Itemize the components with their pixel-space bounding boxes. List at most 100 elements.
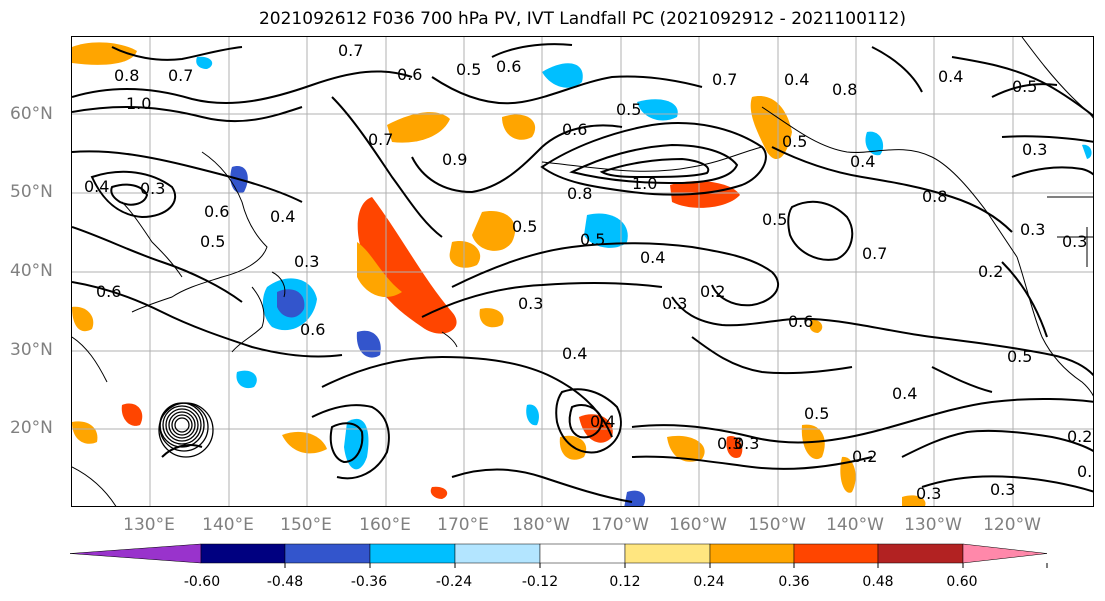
lat-label-60n: 60°N — [10, 104, 53, 124]
lon-label-140e: 140°E — [202, 515, 254, 535]
shade-patch — [472, 211, 516, 251]
shade-patch — [357, 242, 402, 297]
shade-patch — [809, 319, 823, 333]
colorbar-segment — [962, 543, 1048, 564]
colorbar-segment — [284, 543, 371, 564]
lat-label-30n: 30°N — [10, 340, 53, 360]
coastlines — [72, 37, 1093, 506]
shade-patch — [502, 114, 536, 140]
lon-label-150e: 150°E — [280, 515, 332, 535]
colorbar-segment — [200, 543, 286, 564]
contour-label: 0.8 — [832, 80, 857, 99]
colorbar-label: 0.12 — [609, 574, 641, 590]
shade-patch — [282, 431, 327, 454]
shade-patch — [865, 131, 884, 156]
colorbar-label: -0.36 — [350, 574, 388, 590]
shade-patch — [624, 490, 646, 506]
contour-label: 0.6 — [496, 57, 521, 76]
cyclone-rings — [158, 402, 214, 458]
shade-patch — [750, 96, 792, 160]
shade-patch — [430, 486, 448, 499]
map-panel: 0.7 0.7 0.8 1.0 0.6 0.5 0.6 0.7 0.9 0.4 … — [71, 36, 1094, 507]
colorbar-segment — [539, 543, 626, 564]
contour-label: 0.4 — [938, 67, 963, 86]
lat-label-50n: 50°N — [10, 182, 53, 202]
contour-label: 0.5 — [1012, 77, 1037, 96]
shade-patch — [667, 435, 705, 462]
shade-patch — [387, 112, 450, 143]
lon-label-150w: 150°W — [748, 515, 806, 535]
contour-label: 0.3 — [990, 480, 1015, 499]
lon-label-170w: 170°W — [591, 515, 649, 535]
contour-label: 0.4 — [640, 248, 665, 267]
contour-label: 0.7 — [862, 244, 887, 263]
shade-patch — [670, 181, 740, 208]
contour-label: 0.8 — [922, 187, 947, 206]
contour-label: 0.5 — [804, 404, 829, 423]
shade-patch — [196, 56, 213, 69]
shade-patch — [479, 308, 504, 328]
contour-label: 0.3 — [1020, 220, 1045, 239]
lat-label-40n: 40°N — [10, 261, 53, 281]
contour-label: 0.2 — [852, 447, 877, 466]
shade-patch — [449, 241, 481, 268]
contour-label: 0.4 — [590, 412, 615, 431]
contour-label: 0.6 — [788, 312, 813, 331]
contour-label: 1.0 — [632, 174, 657, 193]
lon-label-130e: 130°E — [123, 515, 175, 535]
contour-label: 0.4 — [784, 70, 809, 89]
shade-patch — [1082, 144, 1092, 159]
colorbar-segment — [369, 543, 456, 564]
contour-label: 0.5 — [762, 210, 787, 229]
shade-patch — [72, 42, 137, 65]
contour-label: 0.4 — [892, 384, 917, 403]
colorbar-label: 0.24 — [693, 574, 725, 590]
colorbar — [70, 543, 1048, 568]
contour-label: 0.3 — [717, 434, 742, 453]
shade-patch — [526, 404, 539, 426]
contour-label: 0.7 — [368, 130, 393, 149]
contour-label: 0.2 — [1067, 427, 1092, 446]
lon-label-130w: 130°W — [904, 515, 962, 535]
lon-label-160e: 160°E — [359, 515, 411, 535]
contour-label: 0.7 — [168, 66, 193, 85]
lat-label-20n: 20°N — [10, 418, 53, 438]
contour-label: 0.2 — [978, 262, 1003, 281]
contour-label: 0.6 — [96, 282, 121, 301]
colorbar-segment — [877, 543, 964, 564]
contour-label: 0.4 — [84, 177, 109, 196]
shaded-regions — [72, 42, 1092, 506]
contour-label: 0.5 — [1007, 347, 1032, 366]
contour-label: 0.6 — [204, 202, 229, 221]
shade-patch — [356, 330, 381, 358]
colorbar-segment — [454, 543, 541, 564]
colorbar-label: -0.24 — [435, 574, 473, 590]
contour-label: 0.4 — [850, 152, 875, 171]
colorbar-label: -0.48 — [266, 574, 304, 590]
contour-label: 0.8 — [567, 184, 592, 203]
shade-patch — [357, 197, 457, 334]
map-canvas: 0.7 0.7 0.8 1.0 0.6 0.5 0.6 0.7 0.9 0.4 … — [72, 37, 1094, 506]
colorbar-segments — [70, 543, 1048, 564]
gridlines — [72, 37, 1093, 506]
contour-label: 0.3 — [1022, 140, 1047, 159]
shade-patch — [121, 403, 143, 426]
contour-label: 0.1 — [1077, 462, 1094, 481]
contour-label: 0.7 — [712, 70, 737, 89]
lon-label-120w: 120°W — [983, 515, 1041, 535]
contour-label: 0.3 — [662, 294, 687, 313]
lon-label-140w: 140°W — [826, 515, 884, 535]
contour-label: 0.6 — [300, 320, 325, 339]
shade-patch — [840, 456, 856, 493]
shade-patch — [72, 306, 94, 332]
contour-label: 0.5 — [200, 232, 225, 251]
contour-label: 0.4 — [270, 207, 295, 226]
lon-label-180w: 180°W — [512, 515, 570, 535]
colorbar-label: -0.12 — [521, 574, 559, 590]
contour-label: 0.3 — [294, 252, 319, 271]
shade-patch — [236, 370, 257, 389]
colorbar-segment — [70, 543, 202, 564]
colorbar-label: 0.36 — [778, 574, 810, 590]
contour-label-group: 0.7 0.7 0.8 1.0 0.6 0.5 0.6 0.7 0.9 0.4 … — [84, 41, 1094, 503]
